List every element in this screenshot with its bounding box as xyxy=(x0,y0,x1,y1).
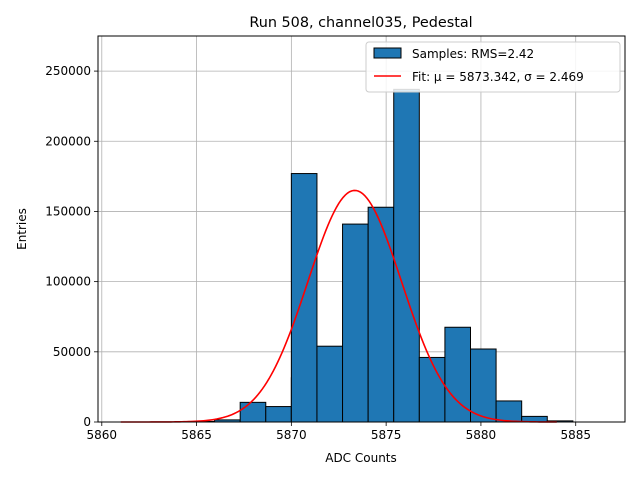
x-tick-label: 5885 xyxy=(560,428,591,442)
histogram-bar xyxy=(367,206,395,423)
histogram-bar xyxy=(265,406,292,423)
y-axis-label: Entries xyxy=(15,208,29,250)
x-tick-label: 5865 xyxy=(181,428,212,442)
x-tick-label: 5870 xyxy=(276,428,307,442)
x-axis-label: ADC Counts xyxy=(325,451,397,465)
y-axis-ticks: 0 50000 100000 150000 200000 250000 xyxy=(45,64,98,429)
x-tick-label: 5880 xyxy=(466,428,497,442)
y-tick-label: 250000 xyxy=(45,64,91,78)
x-tick-label: 5875 xyxy=(371,428,402,442)
fit-curve xyxy=(120,189,557,423)
histogram-bar xyxy=(418,356,446,423)
chart-title: Run 508, channel035, Pedestal xyxy=(249,15,472,31)
histogram-bar xyxy=(495,400,523,423)
histogram-bar xyxy=(342,223,369,423)
y-tick-label: 0 xyxy=(83,415,91,429)
legend: Samples: RMS=2.42 Fit: μ = 5873.342, σ =… xyxy=(365,41,621,93)
histogram-bar xyxy=(316,345,344,423)
histogram-bar xyxy=(470,348,497,423)
legend-label-fit: Fit: μ = 5873.342, σ = 2.469 xyxy=(412,70,584,84)
legend-box xyxy=(365,41,621,93)
y-tick-label: 50000 xyxy=(53,345,91,359)
x-tick-label: 5860 xyxy=(87,428,118,442)
x-axis-ticks: 5860 5865 5870 5875 5880 5885 xyxy=(87,422,591,442)
y-tick-label: 150000 xyxy=(45,204,91,218)
histogram-bar xyxy=(290,173,318,423)
histogram-bar xyxy=(393,88,420,423)
histogram-bars xyxy=(188,88,574,423)
legend-swatch-samples xyxy=(373,47,402,59)
histogram-bar xyxy=(239,401,267,423)
legend-label-samples: Samples: RMS=2.42 xyxy=(412,47,534,61)
plot-frame xyxy=(97,35,626,423)
y-tick-label: 200000 xyxy=(45,134,91,148)
y-tick-label: 100000 xyxy=(45,275,91,289)
